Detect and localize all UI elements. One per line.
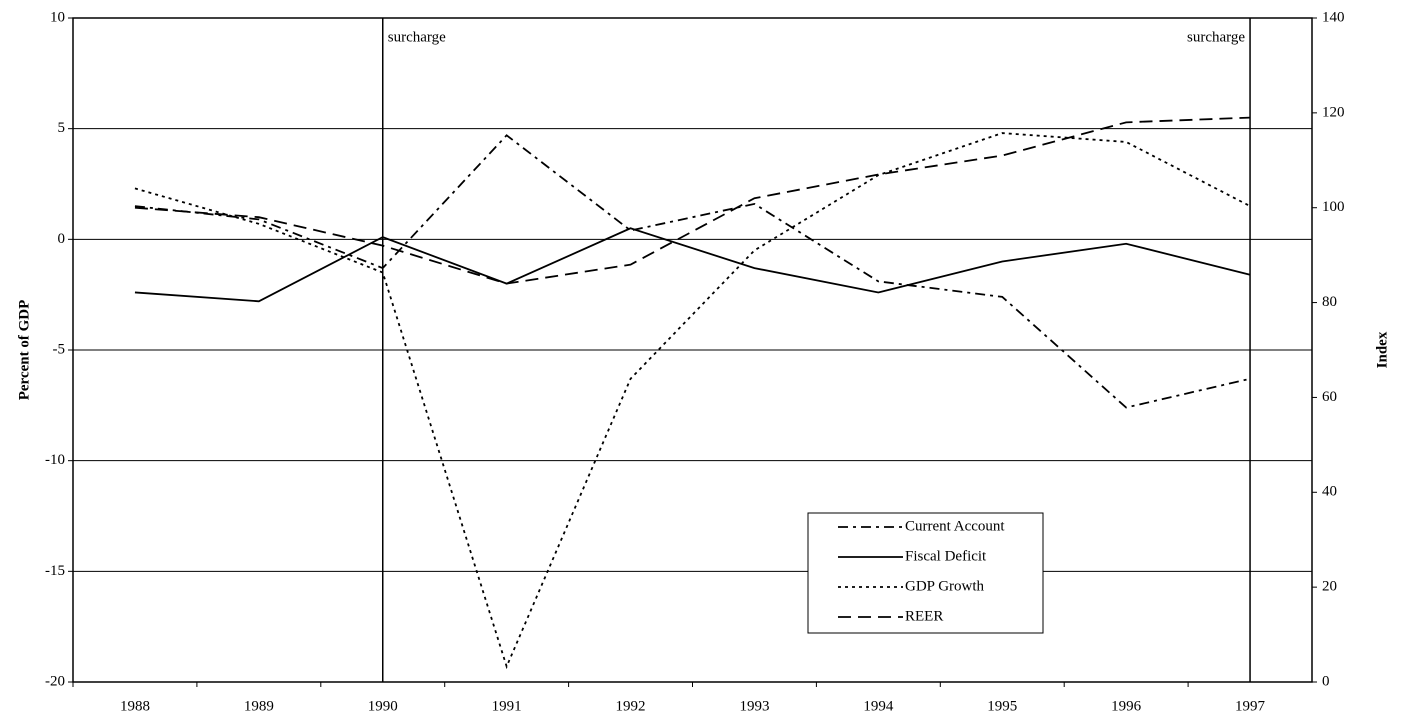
y2-tick-label: 140 <box>1322 9 1345 25</box>
x-tick-label: 1995 <box>987 698 1017 714</box>
x-tick-label: 1992 <box>616 698 646 714</box>
y-axis-label: Percent of GDP <box>16 300 32 401</box>
legend-label: Current Account <box>905 518 1005 534</box>
y2-tick-label: 60 <box>1322 389 1337 405</box>
x-tick-label: 1989 <box>244 698 274 714</box>
y2-tick-label: 80 <box>1322 294 1337 310</box>
x-tick-label: 1990 <box>368 698 398 714</box>
legend-label: Fiscal Deficit <box>905 548 987 564</box>
y-tick-label: 0 <box>58 231 66 247</box>
x-tick-label: 1988 <box>120 698 150 714</box>
x-tick-label: 1991 <box>492 698 522 714</box>
x-tick-label: 1997 <box>1235 698 1266 714</box>
y2-tick-label: 20 <box>1322 579 1337 595</box>
series-line <box>134 132 1251 670</box>
y-tick-label: -15 <box>45 563 65 579</box>
y2-axis-label: Index <box>1374 331 1390 368</box>
x-tick-label: 1994 <box>863 698 894 714</box>
y2-tick-label: 120 <box>1322 104 1345 120</box>
annotation-text: surcharge <box>388 29 446 45</box>
x-tick-label: 1993 <box>739 698 769 714</box>
series-line <box>134 116 1251 285</box>
y-tick-label: -10 <box>45 452 65 468</box>
y2-tick-label: 0 <box>1322 673 1330 689</box>
y2-tick-label: 40 <box>1322 484 1337 500</box>
annotation-text: surcharge <box>1187 29 1245 45</box>
y2-tick-label: 100 <box>1322 199 1345 215</box>
y-tick-label: 5 <box>58 120 66 136</box>
legend-label: REER <box>905 608 943 624</box>
y-tick-label: 10 <box>50 9 65 25</box>
series-line <box>134 134 1251 409</box>
x-tick-label: 1996 <box>1111 698 1142 714</box>
series-line <box>134 227 1251 303</box>
legend-label: GDP Growth <box>905 578 985 594</box>
y-tick-label: -5 <box>53 341 66 357</box>
legend-box <box>807 512 1044 634</box>
y-tick-label: -20 <box>45 673 65 689</box>
